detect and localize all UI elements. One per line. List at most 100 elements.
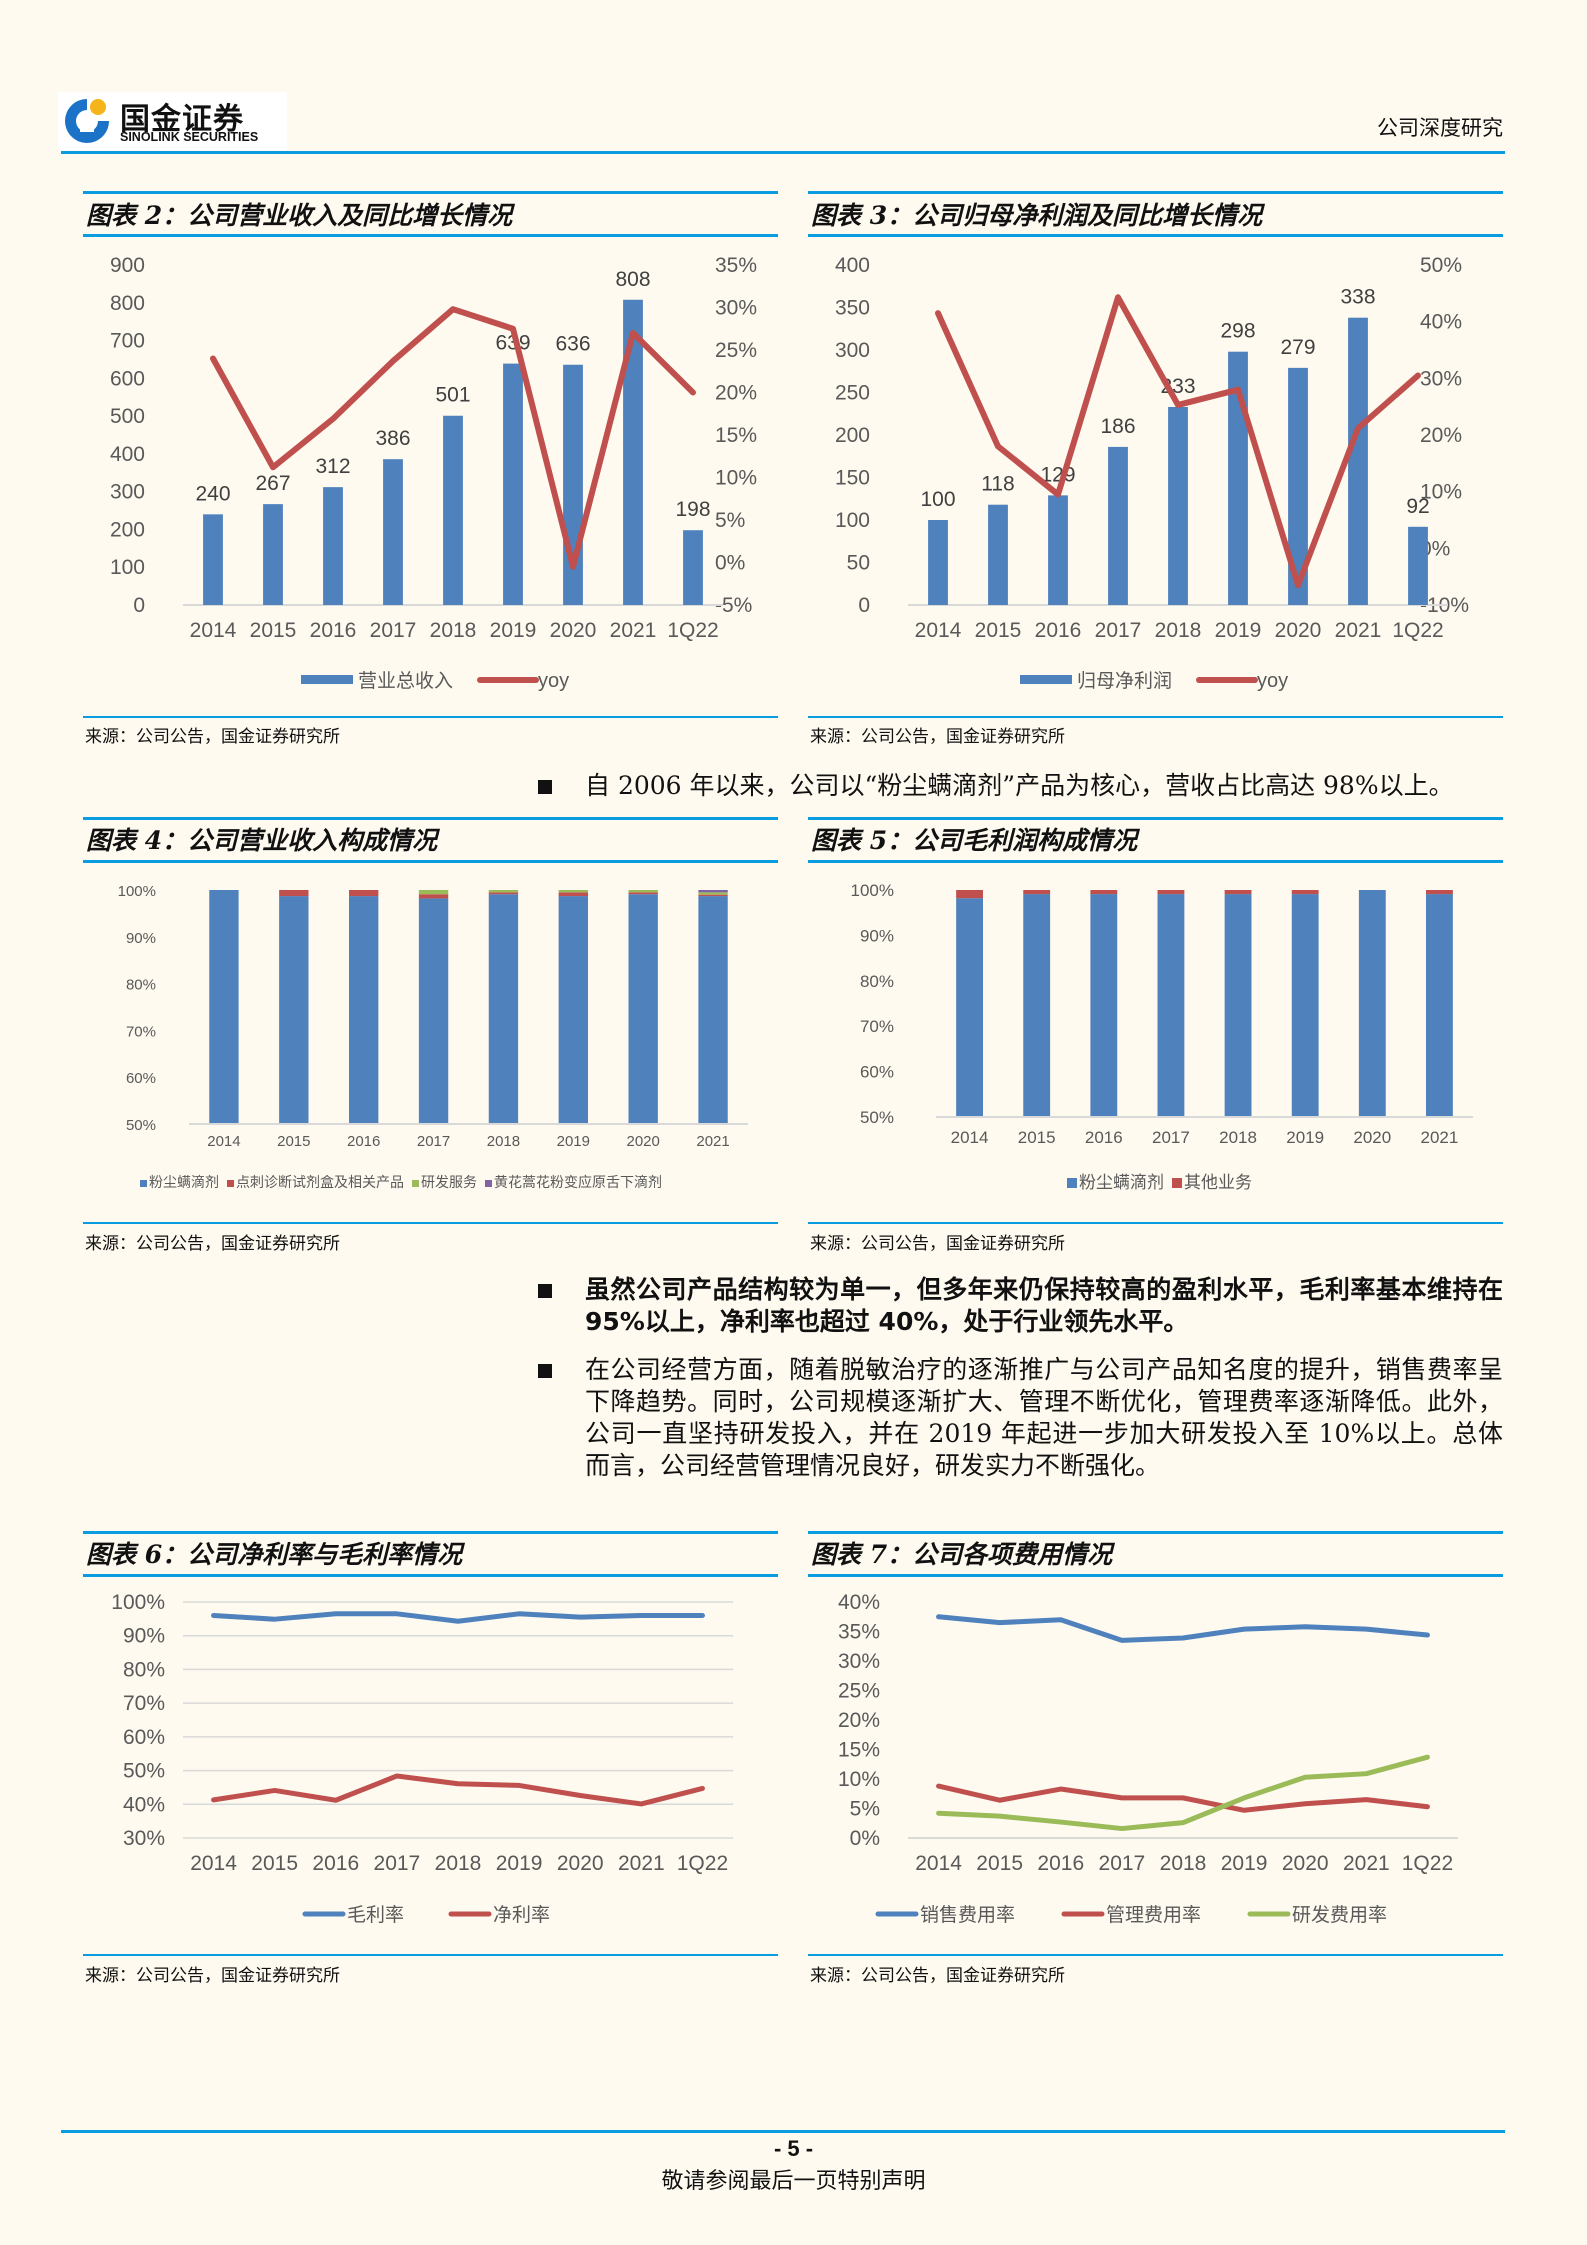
svg-text:30%: 30% bbox=[123, 1827, 165, 1850]
svg-text:2014: 2014 bbox=[190, 619, 237, 642]
svg-text:2016: 2016 bbox=[1035, 619, 1082, 642]
fig5-title: 图表 5：公司毛利润构成情况 bbox=[811, 826, 1138, 855]
svg-text:279: 279 bbox=[1280, 336, 1315, 359]
svg-text:40%: 40% bbox=[123, 1793, 165, 1816]
fig4-title-rule bbox=[83, 860, 778, 863]
paragraph-operations: 在公司经营方面，随着脱敏治疗的逐渐推广与公司产品知名度的提升，销售费率呈下降趋势… bbox=[585, 1355, 1503, 1480]
svg-text:80%: 80% bbox=[126, 977, 156, 994]
fig4-title: 图表 4：公司营业收入构成情况 bbox=[86, 826, 438, 855]
logo-en-text: SINOLINK SECURITIES bbox=[120, 130, 259, 144]
svg-text:20%: 20% bbox=[1420, 424, 1462, 447]
svg-text:2021: 2021 bbox=[1421, 1128, 1459, 1147]
svg-text:0: 0 bbox=[858, 594, 870, 617]
svg-text:2016: 2016 bbox=[312, 1852, 359, 1875]
svg-text:2020: 2020 bbox=[557, 1852, 604, 1875]
paragraph-profitability: 虽然公司产品结构较为单一，但多年来仍保持较高的盈利水平，毛利率基本维持在 95%… bbox=[585, 1275, 1503, 1336]
svg-text:0: 0 bbox=[133, 594, 145, 617]
svg-text:2014: 2014 bbox=[190, 1852, 237, 1875]
svg-text:2014: 2014 bbox=[915, 619, 962, 642]
svg-text:2021: 2021 bbox=[618, 1852, 665, 1875]
svg-text:386: 386 bbox=[375, 427, 410, 450]
svg-text:267: 267 bbox=[255, 472, 290, 495]
fig2-source: 来源：公司公告，国金证券研究所 bbox=[85, 727, 340, 747]
svg-text:2021: 2021 bbox=[610, 619, 657, 642]
disclaimer-note: 敬请参阅最后一页特别声明 bbox=[661, 2169, 926, 2194]
bullet-icon bbox=[538, 1364, 552, 1378]
svg-text:2021: 2021 bbox=[1335, 619, 1382, 642]
bullet-icon bbox=[538, 780, 552, 794]
company-logo: 国金证券 SINOLINK SECURITIES bbox=[58, 92, 287, 150]
svg-text:50%: 50% bbox=[1420, 254, 1462, 277]
svg-text:1Q22: 1Q22 bbox=[677, 1852, 728, 1875]
fig2-source-rule bbox=[83, 716, 778, 718]
fig5-title-rule bbox=[808, 860, 1503, 863]
svg-text:20%: 20% bbox=[715, 382, 757, 405]
svg-text:200: 200 bbox=[835, 424, 870, 447]
svg-text:2016: 2016 bbox=[310, 619, 357, 642]
svg-text:0%: 0% bbox=[715, 552, 745, 575]
fig3-title: 图表 3：公司归母净利润及同比增长情况 bbox=[811, 201, 1263, 230]
fig3-source-rule bbox=[808, 716, 1503, 718]
svg-text:100: 100 bbox=[835, 509, 870, 532]
document-type: 公司深度研究 bbox=[1377, 116, 1503, 140]
svg-text:400: 400 bbox=[835, 254, 870, 277]
svg-text:2019: 2019 bbox=[490, 619, 537, 642]
svg-text:70%: 70% bbox=[126, 1023, 156, 1040]
svg-text:50%: 50% bbox=[860, 1108, 894, 1127]
fig2-title-rule bbox=[83, 234, 778, 237]
svg-text:2016: 2016 bbox=[347, 1133, 380, 1150]
svg-text:30%: 30% bbox=[715, 297, 757, 320]
svg-text:60%: 60% bbox=[860, 1063, 894, 1082]
svg-text:2020: 2020 bbox=[627, 1133, 660, 1150]
fig6-title-rule bbox=[83, 1574, 778, 1577]
svg-text:2018: 2018 bbox=[1219, 1128, 1257, 1147]
svg-text:200: 200 bbox=[110, 518, 145, 541]
svg-text:1Q22: 1Q22 bbox=[1402, 1852, 1453, 1875]
svg-text:808: 808 bbox=[615, 268, 650, 291]
svg-text:10%: 10% bbox=[1420, 481, 1462, 504]
svg-text:30%: 30% bbox=[838, 1650, 880, 1673]
fig4-source-rule bbox=[83, 1222, 778, 1224]
svg-text:2017: 2017 bbox=[1095, 619, 1142, 642]
fig5-top-rule bbox=[808, 817, 1503, 820]
svg-text:2014: 2014 bbox=[951, 1128, 989, 1147]
svg-text:2018: 2018 bbox=[487, 1133, 520, 1150]
fig4-top-rule bbox=[83, 817, 778, 820]
fig7-expense-ratio-chart: 0% 5% 10% 15% 20% 25% 30% 35% 40% 2014 2015 2016 201… bbox=[808, 1580, 1503, 1940]
header-divider bbox=[61, 151, 1505, 154]
fig3-net-profit-chart: 0 50 100 150 200 250 300 350 400 -10% 0% 10% 20% 30% 4… bbox=[808, 240, 1503, 705]
svg-text:100%: 100% bbox=[111, 1591, 165, 1614]
fig6-title: 图表 6：公司净利率与毛利率情况 bbox=[86, 1540, 463, 1569]
fig6-source-rule bbox=[83, 1954, 778, 1956]
svg-text:毛利率: 毛利率 bbox=[347, 1904, 404, 1926]
fig4-revenue-composition-chart: 50% 60% 70% 80% 90% 100% 2014 2015 2016 2017 2018 2… bbox=[83, 866, 778, 1208]
fig5-source-rule bbox=[808, 1222, 1503, 1224]
fig5-gross-profit-composition-chart: 50% 60% 70% 80% 90% 100% 2014 2015 2016 2017 2018 2… bbox=[808, 866, 1503, 1208]
svg-text:5%: 5% bbox=[850, 1798, 880, 1821]
svg-text:研发服务: 研发服务 bbox=[421, 1175, 477, 1191]
svg-text:2021: 2021 bbox=[1343, 1852, 1390, 1875]
svg-text:90%: 90% bbox=[123, 1625, 165, 1648]
fig7-title: 图表 7：公司各项费用情况 bbox=[811, 1540, 1113, 1569]
svg-text:900: 900 bbox=[110, 254, 145, 277]
svg-text:其他业务: 其他业务 bbox=[1184, 1173, 1252, 1193]
svg-text:90%: 90% bbox=[126, 930, 156, 947]
svg-text:2017: 2017 bbox=[417, 1133, 450, 1150]
svg-text:70%: 70% bbox=[860, 1017, 894, 1036]
svg-text:118: 118 bbox=[981, 473, 1014, 496]
svg-text:2015: 2015 bbox=[976, 1852, 1023, 1875]
svg-text:2016: 2016 bbox=[1085, 1128, 1123, 1147]
svg-text:198: 198 bbox=[675, 498, 710, 521]
svg-text:2019: 2019 bbox=[1221, 1852, 1268, 1875]
svg-text:800: 800 bbox=[110, 292, 145, 315]
svg-text:2017: 2017 bbox=[1152, 1128, 1190, 1147]
svg-text:黄花蒿花粉变应原舌下滴剂: 黄花蒿花粉变应原舌下滴剂 bbox=[494, 1174, 662, 1191]
svg-text:100: 100 bbox=[920, 488, 955, 511]
svg-text:400: 400 bbox=[110, 443, 145, 466]
bullet-icon bbox=[538, 1284, 552, 1298]
svg-text:80%: 80% bbox=[860, 972, 894, 991]
svg-text:1Q22: 1Q22 bbox=[667, 619, 718, 642]
svg-text:2019: 2019 bbox=[557, 1133, 590, 1150]
svg-text:2019: 2019 bbox=[496, 1852, 543, 1875]
svg-text:639: 639 bbox=[495, 332, 530, 355]
